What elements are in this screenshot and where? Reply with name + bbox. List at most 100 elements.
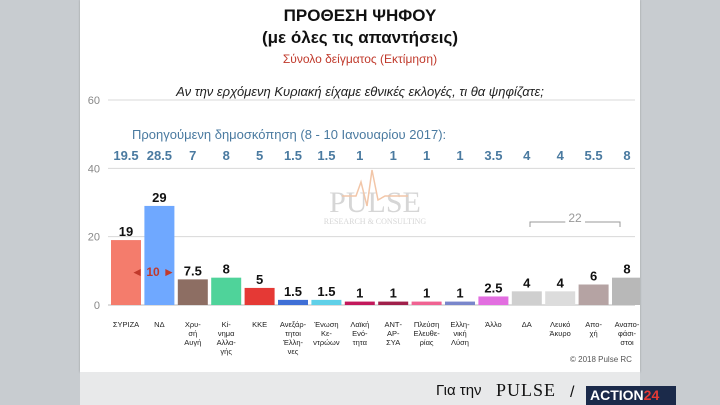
bar-10	[445, 301, 475, 305]
category-label-7: Λαϊκή Ενό-τητα	[350, 320, 369, 347]
value-label-0: 19	[119, 224, 133, 239]
previous-value-3: 8	[223, 148, 230, 163]
bar-14	[578, 284, 609, 305]
category-label-line: ΝΔ	[154, 320, 164, 329]
survey-question: Αν την ερχόμενη Κυριακή είχαμε εθνικές ε…	[176, 84, 544, 99]
chart-subtitle: (με όλες τις απαντήσεις)	[262, 28, 458, 47]
category-label-4: ΚΚΕ	[252, 320, 267, 329]
category-label-line: Ανεξάρ-	[280, 320, 307, 329]
bar-1	[144, 205, 175, 305]
value-label-1: 29	[152, 190, 166, 205]
value-label-15: 8	[623, 262, 630, 277]
bracket-label-bg	[565, 211, 585, 225]
value-label-11: 2.5	[484, 280, 502, 295]
left-background	[0, 0, 80, 405]
category-label-line: Αναπο-	[615, 320, 640, 329]
category-label-12: ΔΑ	[522, 320, 532, 329]
value-labels: 19 29 7.5 8 5 1.5 1.5 1 1 1 1 2.5 4 4 6 8	[119, 190, 631, 301]
category-label-0: ΣΥΡΙΖΑ	[113, 320, 139, 329]
action24-logo: ACTION24	[586, 386, 676, 405]
value-label-12: 4	[523, 275, 531, 290]
bar-11	[478, 296, 509, 305]
value-label-9: 1	[423, 286, 430, 301]
bar-15	[612, 277, 640, 305]
previous-value-13: 4	[557, 148, 565, 163]
category-label-line: Άκυρο	[550, 329, 571, 338]
category-label-line: τητα	[353, 338, 368, 347]
previous-poll-label: Προηγούμενη δημοσκόπηση (8 - 10 Ιανουαρί…	[132, 127, 447, 142]
category-label-8: ΑΝΤ-ΑΡ-ΣΥΑ	[384, 320, 402, 347]
category-label-line: Ενό-	[352, 329, 368, 338]
watermark-text: PULSE	[329, 186, 421, 219]
previous-value-9: 1	[423, 148, 430, 163]
bar-8	[378, 301, 409, 305]
footer-strip	[80, 372, 640, 405]
y-tick-label-60: 60	[88, 95, 100, 107]
value-label-2: 7.5	[184, 263, 202, 278]
category-label-line: Ένωση	[313, 320, 338, 329]
previous-value-6: 1.5	[317, 148, 335, 163]
y-tick-label-40: 40	[88, 163, 100, 175]
category-label-line: νες	[288, 347, 299, 356]
previous-value-5: 1.5	[284, 148, 302, 163]
previous-value-1: 28.5	[147, 148, 172, 163]
annotations: ◄ 10 ► 22	[131, 211, 621, 279]
copyright-note: © 2018 Pulse RC	[570, 355, 632, 364]
category-label-9: Πλεύση Ελευθε-ρίας	[413, 320, 440, 347]
chart-panel: ΠΡΟΘΕΣΗ ΨΗΦΟΥ (με όλες τις απαντήσεις) Σ…	[80, 0, 640, 372]
bar-7	[344, 301, 375, 305]
category-label-15: Αναπο-φάσι-στοι	[615, 320, 640, 347]
footer-slash: /	[570, 384, 575, 401]
category-label-11: Άλλο	[485, 320, 502, 329]
watermark: PULSE RESEARCH & CONSULTING	[324, 169, 427, 226]
category-label-line: ΣΥΡΙΖΑ	[113, 320, 139, 329]
bars	[111, 205, 640, 305]
category-label-line: τητοι	[285, 329, 301, 338]
value-label-7: 1	[356, 286, 363, 301]
value-label-6: 1.5	[317, 284, 335, 299]
bar-5	[278, 299, 308, 305]
previous-value-4: 5	[256, 148, 263, 163]
category-label-1: ΝΔ	[154, 320, 164, 329]
y-tick-label-20: 20	[88, 232, 100, 244]
category-label-line: Χρυ-	[185, 320, 201, 329]
value-label-3: 8	[223, 262, 230, 277]
bar-6	[311, 299, 342, 305]
category-label-line: φάσι-	[618, 329, 636, 338]
value-label-4: 5	[256, 272, 263, 287]
y-tick-label-0: 0	[94, 300, 100, 312]
category-label-5: Ανεξάρ-τητοι Έλλη-νες	[280, 320, 307, 356]
previous-value-8: 1	[390, 148, 397, 163]
bar-2	[177, 279, 208, 305]
category-label-line: νημα	[218, 329, 235, 338]
bar-9	[411, 301, 442, 305]
bar-chart: 0 20 40 60 PULSE RESEARCH & CONSULTING 19.5…	[88, 95, 640, 356]
category-label-line: ΔΑ	[522, 320, 532, 329]
right-background	[640, 0, 720, 405]
sample-note: Σύνολο δείγματος (Εκτίμηση)	[282, 52, 438, 66]
category-label-line: Λαϊκή	[350, 320, 369, 329]
watermark-subtext: RESEARCH & CONSULTING	[324, 217, 427, 226]
bar-12	[511, 291, 542, 305]
category-label-line: Απο-	[585, 320, 602, 329]
category-label-line: Λευκό	[550, 320, 570, 329]
previous-value-14: 5.5	[585, 148, 603, 163]
category-label-line: Ελλη-	[450, 320, 470, 329]
category-label-2: Χρυ-σή Αυγή	[184, 320, 201, 347]
category-labels: ΣΥΡΙΖΑ ΝΔ Χρυ-σή Αυγή Κί-νημα Αλλα-γής ΚΚΕ Ανεξ…	[113, 320, 640, 356]
category-label-line: χή	[590, 329, 598, 338]
category-label-line: Λύση	[451, 338, 469, 347]
category-label-line: ΑΡ-	[387, 329, 400, 338]
category-label-line: Ελευθε-	[413, 329, 440, 338]
category-label-line: ΑΝΤ-	[384, 320, 402, 329]
value-label-10: 1	[456, 286, 463, 301]
category-label-line: Έλλη-	[282, 338, 304, 347]
footer-prefix: Για την	[436, 382, 482, 399]
previous-value-2: 7	[189, 148, 196, 163]
previous-value-7: 1	[356, 148, 363, 163]
value-label-14: 6	[590, 269, 597, 284]
category-label-line: γής	[220, 347, 232, 356]
gap-annotation: ◄ 10 ►	[131, 265, 175, 279]
previous-value-10: 1	[456, 148, 463, 163]
category-label-line: Πλεύση	[414, 320, 439, 329]
